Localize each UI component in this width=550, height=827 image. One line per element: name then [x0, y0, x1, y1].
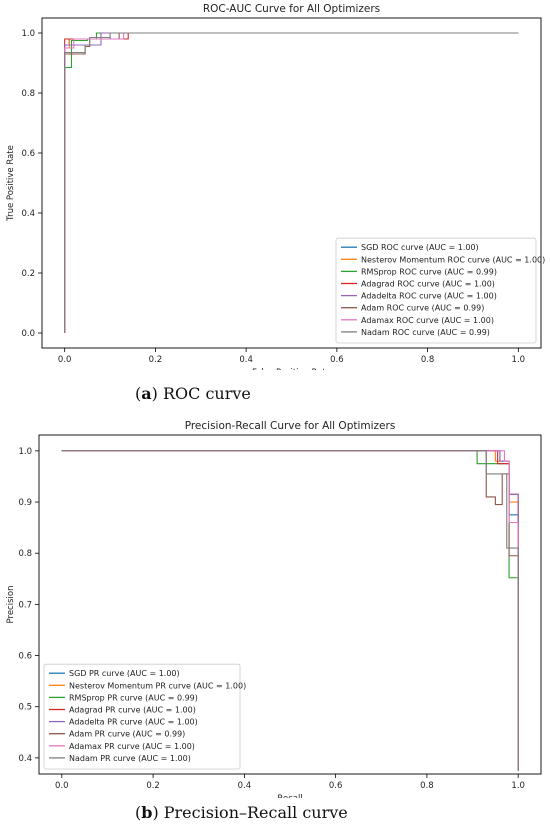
series-line-6	[61, 450, 519, 771]
pr-figure: Precision-Recall Curve for All Optimizer…	[0, 418, 550, 827]
legend-label-6: Adam ROC curve (AUC = 0.99)	[361, 304, 484, 313]
y-tick-label: 0.2	[21, 269, 35, 279]
roc-figure: ROC-AUC Curve for All Optimizers 0.0 0.2 0.…	[0, 0, 550, 403]
chart-title: Precision-Recall Curve for All Optimizer…	[185, 420, 396, 432]
y-tick-label: 0.7	[18, 600, 32, 610]
y-tick-label: 0.6	[21, 149, 35, 159]
y-axis-label: Precision	[6, 586, 16, 624]
series-line-3	[64, 32, 519, 333]
pr-caption-text: Precision–Recall curve	[163, 803, 348, 822]
y-tick-label: 0.8	[18, 549, 32, 559]
x-tick-label: 0.4	[239, 355, 253, 365]
plot-frame	[41, 17, 542, 349]
legend-box	[335, 237, 537, 344]
x-tick-label: 1.0	[512, 355, 526, 365]
legend-label-1: SGD ROC curve (AUC = 1.00)	[361, 243, 479, 252]
legend-label-7: Adamax ROC curve (AUC = 1.00)	[361, 316, 494, 325]
x-tick-label: 0.6	[330, 355, 344, 365]
x-tick-label: 0.0	[58, 355, 72, 365]
legend-label-2: Nesterov Momentum ROC curve (AUC = 1.00)	[361, 255, 545, 264]
y-tick-label: 0.6	[18, 652, 32, 662]
legend-label-3: RMSprop ROC curve (AUC = 0.99)	[361, 267, 497, 276]
pr-caption: (b) Precision–Recall curve	[135, 803, 348, 822]
legend-label-7: Adamax PR curve (AUC = 1.00)	[69, 742, 195, 751]
y-axis-label: True Positive Rate	[6, 145, 16, 222]
x-tick-label: 0.4	[238, 781, 252, 791]
y-tick-label: 0.4	[18, 754, 32, 764]
legend-box	[43, 663, 241, 770]
legend-label-5: Adadelta ROC curve (AUC = 1.00)	[361, 292, 497, 301]
y-tick-label: 0.4	[21, 209, 35, 219]
roc-caption-text: ROC curve	[162, 384, 251, 403]
legend-label-4: Adagrad PR curve (AUC = 1.00)	[69, 706, 196, 715]
legend-label-8: Nadam PR curve (AUC = 1.00)	[69, 754, 191, 763]
y-tick-label: 1.0	[21, 29, 35, 39]
legend-label-5: Adadelta PR curve (AUC = 1.00)	[69, 718, 198, 727]
series-line-8	[61, 450, 519, 771]
series-line-6	[64, 32, 519, 333]
y-tick-label: 1.0	[18, 447, 32, 457]
legend-label-1: SGD PR curve (AUC = 1.00)	[69, 669, 180, 678]
roc-chart: ROC-AUC Curve for All Optimizers 0.0 0.2 0.…	[6, 3, 545, 370]
legend-label-3: RMSprop PR curve (AUC = 0.99)	[69, 693, 198, 702]
legend-label-6: Adam PR curve (AUC = 0.99)	[69, 730, 185, 739]
pr-chart: Precision-Recall Curve for All Optimizer…	[6, 420, 542, 798]
series-line-7	[61, 450, 519, 771]
legend-label-2: Nesterov Momentum PR curve (AUC = 1.00)	[69, 681, 246, 690]
x-tick-label: 0.0	[55, 781, 69, 791]
y-tick-label: 0.8	[21, 89, 35, 99]
legend-label-4: Adagrad ROC curve (AUC = 1.00)	[361, 280, 495, 289]
x-tick-label: 0.8	[420, 781, 434, 791]
y-tick-label: 0.0	[21, 329, 35, 339]
x-tick-label: 0.8	[421, 355, 435, 365]
x-axis-label: Recall	[277, 794, 302, 798]
roc-caption-tag: a	[141, 384, 152, 403]
y-tick-label: 0.5	[18, 703, 32, 713]
y-tick-label: 0.9	[18, 498, 32, 508]
x-tick-label: 0.2	[146, 781, 160, 791]
x-tick-label: 1.0	[511, 781, 525, 791]
x-tick-label: 0.2	[149, 355, 163, 365]
x-tick-label: 0.6	[329, 781, 343, 791]
chart-title: ROC-AUC Curve for All Optimizers	[203, 3, 380, 15]
legend-label-8: Nadam ROC curve (AUC = 0.99)	[361, 328, 490, 337]
pr-caption-tag: b	[141, 803, 153, 822]
x-axis-label: False Positive Rate	[252, 368, 331, 370]
series-line-8	[64, 32, 519, 333]
roc-caption: (a) ROC curve	[135, 384, 251, 403]
